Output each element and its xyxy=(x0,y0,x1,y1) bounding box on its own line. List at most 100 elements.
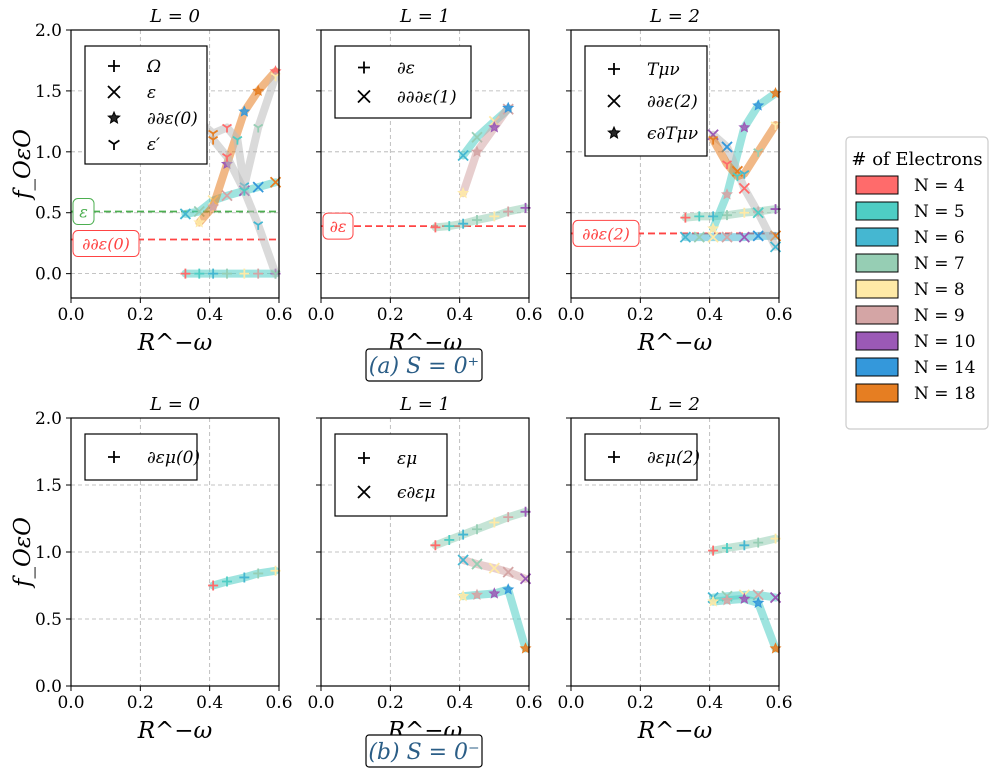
x-tick-label: 0.4 xyxy=(696,305,723,325)
panels: 0.0 0.2 0.4 0.6 0.0 0.5 1.0 1.5 2.0 ε ∂∂ε(0) L = 0 R… xyxy=(10,6,793,744)
data-point xyxy=(488,121,501,133)
x-tick-label: 0.0 xyxy=(557,693,584,713)
electron-legend-label: N = 10 xyxy=(914,332,976,352)
data-point xyxy=(222,152,232,162)
y-tick-label: 0.5 xyxy=(35,204,62,224)
electron-legend-label: N = 8 xyxy=(914,280,965,300)
data-point xyxy=(752,207,764,219)
data-point xyxy=(732,172,743,182)
legend-marker xyxy=(108,139,120,150)
data-point xyxy=(239,572,250,583)
legend-marker xyxy=(357,485,371,499)
electron-legend-label: N = 9 xyxy=(914,306,965,326)
legend-label: ∂εμ(2) xyxy=(647,448,700,468)
data-point xyxy=(502,566,514,578)
legend-marker xyxy=(608,451,620,463)
x-tick-label: 0.2 xyxy=(627,305,654,325)
legend-label: ∂εμ(0) xyxy=(147,448,200,468)
series-band-∂∂∂ε(1) upper xyxy=(459,104,513,198)
reference-label-box xyxy=(322,212,354,240)
electron-legend-swatch xyxy=(855,357,899,377)
x-tick-label: 0.0 xyxy=(557,305,584,325)
plot-area xyxy=(570,417,780,687)
legend-label: Tμν xyxy=(647,60,680,80)
electron-legend-swatch xyxy=(855,201,899,221)
y-axis-label: f_OεO xyxy=(10,517,36,589)
marker-legend-box xyxy=(334,433,448,517)
legend-marker xyxy=(357,89,371,104)
data-point xyxy=(252,181,264,193)
data-point xyxy=(444,534,455,545)
data-point xyxy=(739,540,750,551)
data-point xyxy=(739,169,750,179)
reference-label-box xyxy=(72,230,140,258)
panel-b2: 0.0 0.2 0.4 0.6 L = 2 R^−ω ∂εμ(2) xyxy=(557,394,792,744)
data-point xyxy=(239,268,250,279)
plot-area xyxy=(70,417,280,687)
data-point xyxy=(430,540,441,551)
data-point xyxy=(457,149,469,162)
x-tick-label: 0.4 xyxy=(446,693,473,713)
data-point xyxy=(502,101,515,114)
data-point xyxy=(253,568,264,579)
x-tick-label: 0.6 xyxy=(515,305,542,325)
panel-a1: 0.0 0.2 0.4 0.6∂εL = 1R^−ω∂ε∂∂∂ε(1) xyxy=(307,6,542,356)
data-point xyxy=(708,545,719,556)
x-tick-label: 0.4 xyxy=(696,693,723,713)
electron-legend-label: N = 7 xyxy=(914,254,965,274)
data-point xyxy=(752,230,764,242)
plot-area xyxy=(570,29,780,299)
data-point xyxy=(720,188,734,200)
data-point xyxy=(738,121,751,133)
data-point xyxy=(239,187,250,196)
electron-legend: # of Electrons N = 4 N = 5 N = 6 N = 7 N = 8… xyxy=(845,136,989,430)
legend-label: εμ xyxy=(397,449,417,469)
electron-legend-label: N = 14 xyxy=(914,358,976,378)
data-point xyxy=(430,222,441,233)
marker-legend-box xyxy=(84,433,198,481)
y-tick-label: 1.0 xyxy=(35,143,62,163)
data-point xyxy=(739,207,750,218)
y-tick-label: 1.5 xyxy=(35,476,62,496)
electron-legend-label: N = 5 xyxy=(914,202,965,222)
electron-legend-swatch xyxy=(855,279,899,299)
data-point xyxy=(720,593,734,606)
legend-label: ∂∂ε(0) xyxy=(147,109,198,129)
x-tick-label: 0.6 xyxy=(765,305,792,325)
series-band-lower xyxy=(459,585,530,653)
data-point xyxy=(470,588,484,600)
x-tick-label: 0.2 xyxy=(377,693,404,713)
legend-label: ∂∂∂ε(1) xyxy=(397,88,457,108)
marker-legend-box xyxy=(84,45,208,165)
marker-legend: ∂εμ(2) xyxy=(584,433,700,481)
reference-label: ∂∂ε(0) xyxy=(82,235,130,254)
data-point xyxy=(680,212,691,223)
marker-legend: ∂ε ∂∂∂ε(1) xyxy=(334,45,472,119)
reference-label-box xyxy=(72,198,95,226)
marker-legend-box xyxy=(334,45,472,119)
y-tick-label: 1.0 xyxy=(35,543,62,563)
x-axis-label: R^−ω xyxy=(137,718,213,744)
x-tick-label: 0.2 xyxy=(377,305,404,325)
x-tick-label: 0.4 xyxy=(446,305,473,325)
x-tick-label: 0.0 xyxy=(307,693,334,713)
data-point xyxy=(489,211,500,222)
legend-label: ∂ε xyxy=(397,59,415,79)
data-point xyxy=(253,268,264,279)
y-tick-label: 0.5 xyxy=(35,610,62,630)
y-tick-label: 2.0 xyxy=(35,21,62,41)
y-tick-label: 0.0 xyxy=(35,265,62,285)
data-point xyxy=(208,135,219,145)
data-point xyxy=(208,580,219,591)
legend-marker xyxy=(607,94,621,108)
data-point xyxy=(707,222,720,234)
data-point xyxy=(488,587,501,599)
data-point xyxy=(179,208,192,220)
electron-legend-label: N = 6 xyxy=(914,228,965,248)
legend-label: ∂∂ε(2) xyxy=(647,92,698,112)
electron-legend-swatch xyxy=(855,253,899,273)
panel-a2: 0.0 0.2 0.4 0.6 ∂∂ε(2) L = 2 R^−ω Tμν ∂∂ε(2) ϵ∂Tμ… xyxy=(557,6,792,356)
data-point xyxy=(457,589,470,602)
electron-legend-swatch xyxy=(855,175,899,195)
caption-a-text: (a) S = 0⁺ xyxy=(369,354,479,379)
